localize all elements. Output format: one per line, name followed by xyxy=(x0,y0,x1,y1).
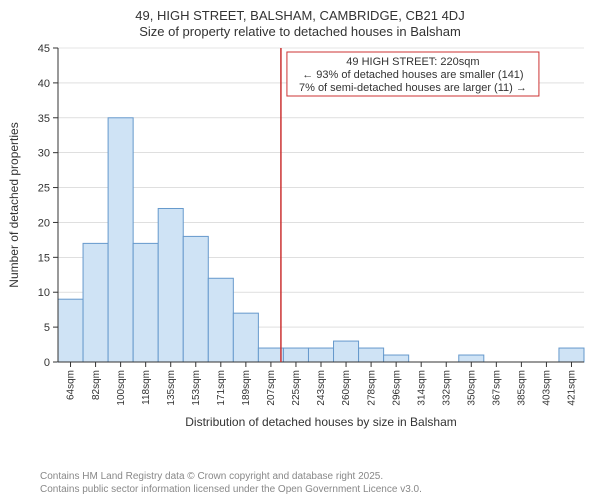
footer-line-2: Contains public sector information licen… xyxy=(40,484,422,497)
chart-title-block: 49, HIGH STREET, BALSHAM, CAMBRIDGE, CB2… xyxy=(0,0,600,41)
svg-text:118sqm: 118sqm xyxy=(141,370,152,405)
svg-text:153sqm: 153sqm xyxy=(191,370,202,406)
chart-title-sub: Size of property relative to detached ho… xyxy=(0,24,600,40)
svg-text:207sqm: 207sqm xyxy=(266,370,277,406)
svg-text:296sqm: 296sqm xyxy=(391,370,402,406)
svg-text:243sqm: 243sqm xyxy=(316,370,327,406)
footer-line-1: Contains HM Land Registry data © Crown c… xyxy=(40,471,422,484)
svg-text:Number of detached properties: Number of detached properties xyxy=(7,122,21,287)
svg-text:278sqm: 278sqm xyxy=(366,370,377,406)
svg-text:350sqm: 350sqm xyxy=(466,370,477,406)
svg-text:421sqm: 421sqm xyxy=(567,370,578,406)
svg-text:30: 30 xyxy=(38,148,50,160)
svg-text:0: 0 xyxy=(44,357,50,369)
svg-text:135sqm: 135sqm xyxy=(166,370,177,406)
svg-text:64sqm: 64sqm xyxy=(66,370,77,400)
svg-text:5: 5 xyxy=(44,322,50,334)
svg-text:10: 10 xyxy=(38,287,50,299)
svg-text:403sqm: 403sqm xyxy=(542,370,553,406)
svg-text:45: 45 xyxy=(38,43,50,55)
svg-text:171sqm: 171sqm xyxy=(216,370,227,406)
svg-text:225sqm: 225sqm xyxy=(291,370,302,406)
chart-title-main: 49, HIGH STREET, BALSHAM, CAMBRIDGE, CB2… xyxy=(0,8,600,24)
svg-text:367sqm: 367sqm xyxy=(492,370,503,406)
svg-text:20: 20 xyxy=(38,217,50,229)
svg-text:385sqm: 385sqm xyxy=(517,370,528,406)
svg-text:15: 15 xyxy=(38,252,50,264)
svg-text:314sqm: 314sqm xyxy=(416,370,427,406)
svg-text:49 HIGH STREET: 220sqm: 49 HIGH STREET: 220sqm xyxy=(346,56,479,68)
histogram-chart: 0 5 10 15 20 25 30 35 40 45 64sqm 82sqm 100sqm 118sqm… xyxy=(0,42,600,440)
svg-text:7% of semi-detached houses are: 7% of semi-detached houses are larger (1… xyxy=(299,82,527,94)
svg-text:189sqm: 189sqm xyxy=(241,370,252,406)
chart-container: 0 5 10 15 20 25 30 35 40 45 64sqm 82sqm 100sqm 118sqm… xyxy=(0,42,600,440)
svg-text:40: 40 xyxy=(38,78,50,90)
svg-text:82sqm: 82sqm xyxy=(91,370,102,400)
svg-text:332sqm: 332sqm xyxy=(441,370,452,406)
svg-text:Distribution of detached house: Distribution of detached houses by size … xyxy=(185,415,456,429)
svg-text:25: 25 xyxy=(38,183,50,195)
svg-text:35: 35 xyxy=(38,113,50,125)
svg-text:260sqm: 260sqm xyxy=(341,370,352,406)
attribution-footer: Contains HM Land Registry data © Crown c… xyxy=(40,471,422,496)
svg-text:100sqm: 100sqm xyxy=(116,370,127,406)
svg-text:← 93% of detached houses are s: ← 93% of detached houses are smaller (14… xyxy=(302,69,523,81)
